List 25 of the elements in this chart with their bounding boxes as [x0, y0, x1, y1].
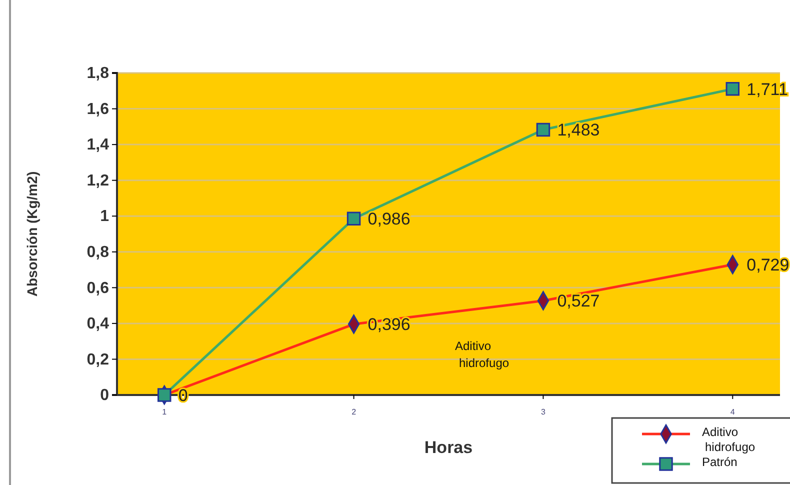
x-tick-label: 4	[730, 408, 736, 417]
y-tick-label: 1	[100, 208, 110, 226]
x-axis-title: Horas	[424, 438, 473, 457]
y-tick-label: 0,6	[86, 280, 110, 297]
y-tick-label: 1,6	[86, 100, 110, 118]
point	[726, 82, 740, 96]
point	[346, 212, 361, 226]
x-tick-label: 2	[352, 408, 357, 417]
y-tick-label: 1,2	[86, 172, 110, 190]
y-tick-label: 0	[100, 387, 110, 404]
data-label: 1,483	[557, 120, 600, 140]
y-tick-label: 1,8	[86, 65, 110, 82]
y-tick-label: 0,4	[86, 316, 110, 333]
y-tick-label: 0,8	[86, 244, 110, 262]
data-label: 0,527	[557, 292, 600, 311]
y-axis-title: Absorción (Kg/m2)	[24, 171, 40, 297]
legend-label: Aditivo hidrofugo	[702, 425, 756, 454]
point	[536, 122, 550, 137]
y-tick-label: 0,2	[86, 351, 110, 368]
x-tick-label: 1	[162, 408, 168, 417]
annotation: Aditivo hidrofugo	[455, 339, 510, 370]
legend-label: Patrón	[702, 455, 738, 469]
x-tick-label: 3	[540, 408, 546, 417]
point	[157, 388, 172, 402]
y-tick-label: 1,4	[86, 136, 110, 154]
